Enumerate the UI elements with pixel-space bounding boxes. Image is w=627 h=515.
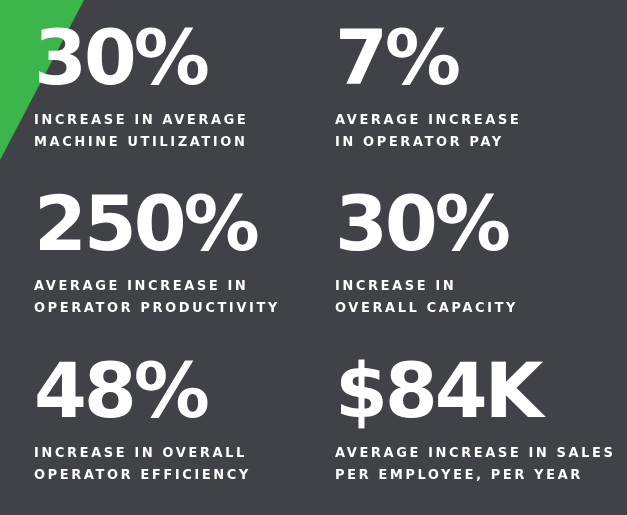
stat-value: 250% — [34, 179, 260, 268]
stat-label: INCREASE IN AVERAGE MACHINE UTILIZATION — [34, 110, 248, 154]
stat-label-line: INCREASE IN OVERALL — [34, 446, 247, 461]
stat-label-line: OVERALL CAPACITY — [335, 301, 519, 316]
stat-label: AVERAGE INCREASE IN OPERATOR PRODUCTIVIT… — [34, 276, 280, 320]
stat-label: INCREASE IN OVERALL OPERATOR EFFICIENCY — [34, 443, 251, 487]
stat-operator-pay: 7% AVERAGE INCREASE IN OPERATOR PAY — [335, 20, 521, 154]
stat-value: $84K — [335, 346, 544, 435]
stat-operator-productivity: 250% AVERAGE INCREASE IN OPERATOR PRODUC… — [34, 186, 280, 320]
stat-operator-efficiency: 48% INCREASE IN OVERALL OPERATOR EFFICIE… — [34, 353, 251, 487]
stat-label: INCREASE IN OVERALL CAPACITY — [335, 276, 518, 320]
stat-label-line: PER EMPLOYEE, PER YEAR — [335, 468, 583, 483]
stat-label-line: IN OPERATOR PAY — [335, 135, 504, 150]
stat-label-line: AVERAGE INCREASE — [335, 113, 522, 128]
stat-label: AVERAGE INCREASE IN SALES PER EMPLOYEE, … — [335, 443, 615, 487]
stat-overall-capacity: 30% INCREASE IN OVERALL CAPACITY — [335, 186, 518, 320]
stat-label-line: OPERATOR PRODUCTIVITY — [34, 301, 280, 316]
stat-sales-per-employee: $84K AVERAGE INCREASE IN SALES PER EMPLO… — [335, 353, 615, 487]
stat-label-line: INCREASE IN AVERAGE — [34, 113, 249, 128]
stat-value: 7% — [335, 13, 461, 102]
stat-value: 30% — [335, 179, 511, 268]
stat-label: AVERAGE INCREASE IN OPERATOR PAY — [335, 110, 521, 154]
stat-label-line: AVERAGE INCREASE IN — [34, 279, 249, 294]
stat-label-line: INCREASE IN — [335, 279, 457, 294]
stat-label-line: MACHINE UTILIZATION — [34, 135, 248, 150]
stat-label-line: AVERAGE INCREASE IN SALES — [335, 446, 616, 461]
stat-label-line: OPERATOR EFFICIENCY — [34, 468, 251, 483]
stat-value: 30% — [34, 13, 210, 102]
stat-value: 48% — [34, 346, 210, 435]
stat-machine-utilization: 30% INCREASE IN AVERAGE MACHINE UTILIZAT… — [34, 20, 248, 154]
